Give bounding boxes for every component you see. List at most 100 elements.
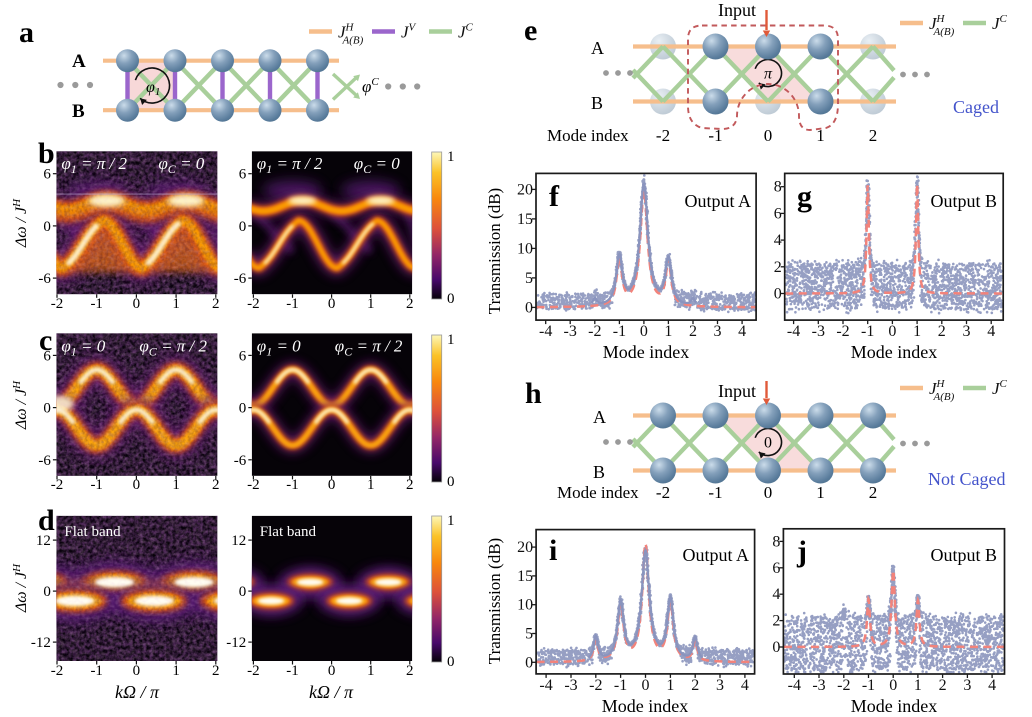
svg-text:-2: -2 — [589, 677, 602, 694]
svg-text:-3: -3 — [812, 677, 825, 694]
svg-text:kΩ / π: kΩ / π — [309, 682, 354, 702]
svg-text:4: 4 — [987, 323, 995, 340]
svg-text:0: 0 — [239, 219, 247, 235]
svg-text:Output B: Output B — [930, 545, 997, 565]
svg-text:φC = π / 2: φC = π / 2 — [139, 336, 207, 358]
svg-text:2: 2 — [689, 323, 697, 340]
svg-text:0: 0 — [772, 639, 780, 656]
svg-text:B: B — [593, 462, 605, 482]
svg-text:-2: -2 — [656, 483, 670, 502]
svg-text:10: 10 — [517, 240, 533, 257]
svg-text:π: π — [764, 66, 773, 83]
svg-text:φC = π / 2: φC = π / 2 — [335, 336, 403, 358]
svg-text:-2: -2 — [247, 296, 260, 312]
svg-text:-2: -2 — [656, 126, 670, 145]
svg-text:-2: -2 — [837, 677, 850, 694]
svg-text:8: 8 — [774, 179, 782, 196]
svg-text:-1: -1 — [286, 477, 299, 493]
svg-text:0: 0 — [447, 291, 455, 307]
svg-text:3: 3 — [963, 323, 971, 340]
svg-text:2: 2 — [869, 126, 878, 145]
svg-text:Flat band: Flat band — [64, 524, 121, 540]
svg-text:1: 1 — [816, 126, 825, 145]
svg-text:φ1 = π / 2: φ1 = π / 2 — [61, 154, 127, 176]
svg-text:0: 0 — [447, 474, 455, 490]
svg-text:15: 15 — [517, 211, 533, 228]
svg-text:-3: -3 — [564, 323, 577, 340]
svg-text:4: 4 — [738, 323, 746, 340]
svg-text:1: 1 — [664, 323, 672, 340]
svg-text:B: B — [591, 93, 603, 113]
svg-text:1: 1 — [367, 477, 375, 493]
svg-text:4: 4 — [772, 586, 780, 603]
svg-text:0: 0 — [888, 323, 896, 340]
svg-text:-1: -1 — [286, 296, 299, 312]
svg-text:0: 0 — [525, 654, 533, 671]
svg-text:-6: -6 — [38, 271, 51, 287]
svg-text:0: 0 — [889, 677, 897, 694]
svg-text:2: 2 — [869, 483, 878, 502]
svg-text:6: 6 — [772, 560, 780, 577]
svg-text:-6: -6 — [234, 271, 247, 287]
svg-text:Δω / JH: Δω / JH — [11, 380, 30, 430]
svg-text:4: 4 — [741, 677, 749, 694]
svg-text:2: 2 — [212, 477, 220, 493]
svg-text:j: j — [796, 535, 807, 568]
svg-text:Δω / JH: Δω / JH — [11, 198, 30, 248]
svg-text:1: 1 — [447, 513, 455, 529]
svg-text:Transmission (dB): Transmission (dB) — [485, 538, 504, 664]
svg-text:0: 0 — [133, 296, 141, 312]
svg-text:-1: -1 — [708, 483, 722, 502]
svg-text:2: 2 — [212, 296, 220, 312]
svg-text:0: 0 — [133, 477, 141, 493]
svg-text:3: 3 — [714, 323, 722, 340]
svg-text:-1: -1 — [286, 663, 299, 679]
svg-text:2: 2 — [406, 663, 414, 679]
svg-text:10: 10 — [517, 597, 533, 614]
svg-text:Flat band: Flat band — [260, 524, 317, 540]
svg-text:-2: -2 — [588, 323, 601, 340]
svg-text:1: 1 — [367, 663, 375, 679]
svg-text:Output B: Output B — [930, 191, 997, 211]
svg-text:4: 4 — [988, 677, 996, 694]
svg-text:0: 0 — [764, 483, 773, 502]
svg-text:d: d — [38, 504, 55, 537]
svg-text:0: 0 — [640, 323, 648, 340]
svg-text:φC = 0: φC = 0 — [354, 154, 400, 176]
svg-text:20: 20 — [517, 181, 533, 198]
svg-text:a: a — [19, 16, 34, 49]
svg-text:2: 2 — [691, 677, 699, 694]
svg-text:6: 6 — [239, 348, 247, 364]
svg-text:2: 2 — [212, 663, 220, 679]
svg-text:5: 5 — [525, 270, 533, 287]
svg-text:-3: -3 — [812, 323, 825, 340]
svg-text:-4: -4 — [787, 323, 800, 340]
svg-text:0: 0 — [239, 401, 247, 417]
svg-text:3: 3 — [963, 677, 971, 694]
svg-text:2: 2 — [406, 477, 414, 493]
svg-text:0: 0 — [133, 663, 141, 679]
svg-text:8: 8 — [772, 533, 780, 550]
svg-text:φC = 0: φC = 0 — [158, 154, 204, 176]
svg-text:3: 3 — [716, 677, 724, 694]
svg-text:5: 5 — [525, 626, 533, 643]
svg-text:f: f — [549, 180, 560, 213]
svg-text:h: h — [525, 377, 542, 410]
svg-text:-1: -1 — [861, 323, 874, 340]
svg-text:1: 1 — [367, 296, 375, 312]
svg-text:1: 1 — [913, 323, 921, 340]
svg-text:-6: -6 — [38, 453, 51, 469]
svg-text:-1: -1 — [614, 677, 627, 694]
svg-text:-2: -2 — [51, 296, 64, 312]
svg-text:Mode index: Mode index — [851, 342, 937, 362]
svg-text:-2: -2 — [247, 663, 260, 679]
svg-text:1: 1 — [172, 477, 180, 493]
svg-text:Output A: Output A — [684, 191, 751, 211]
svg-text:1: 1 — [666, 677, 674, 694]
svg-text:1: 1 — [172, 296, 180, 312]
svg-text:2: 2 — [406, 296, 414, 312]
svg-text:6: 6 — [774, 205, 782, 222]
svg-text:-4: -4 — [539, 323, 552, 340]
svg-text:0: 0 — [328, 663, 336, 679]
svg-text:20: 20 — [517, 539, 533, 556]
